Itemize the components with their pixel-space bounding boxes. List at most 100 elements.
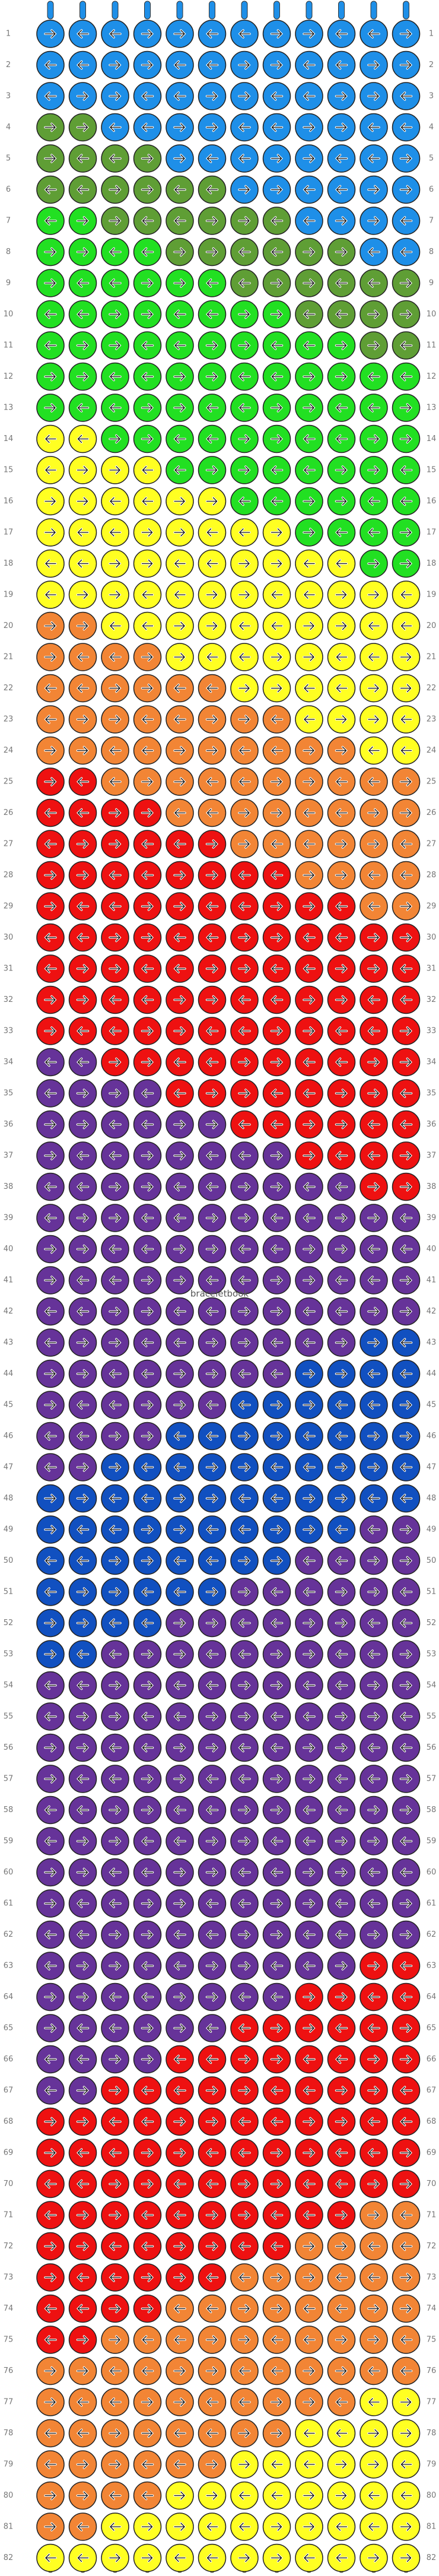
row-number: 80 — [427, 2491, 437, 2500]
row-number: 77 — [4, 2398, 14, 2407]
knot-arrow-core — [336, 1556, 348, 1565]
knot-arrow-core — [110, 1494, 121, 1503]
row-number: 69 — [4, 2149, 14, 2158]
knot-arrow-core — [368, 2149, 380, 2157]
knot-arrow-core — [142, 1089, 154, 1097]
knot-arrow-core — [77, 1338, 88, 1347]
knot-arrow-core — [304, 92, 315, 100]
knot-arrow-core — [303, 1993, 314, 2001]
knot-arrow-core — [77, 1432, 89, 1441]
knot-arrow-core — [271, 1837, 283, 1845]
knot-arrow-core — [400, 1120, 412, 1129]
knot-arrow-core — [142, 621, 154, 630]
knot-arrow-core — [304, 840, 315, 848]
knot-arrow-core — [336, 2149, 348, 2157]
knot-arrow-core — [239, 1525, 250, 1534]
knot-arrow-core — [141, 2273, 153, 2282]
knot-arrow-core — [110, 2491, 121, 2500]
knot-arrow-core — [142, 2242, 154, 2251]
row-number: 78 — [4, 2429, 14, 2438]
row-number: 42 — [427, 1307, 437, 1316]
knot-arrow-core — [206, 2273, 218, 2282]
knot-arrow-core — [174, 466, 186, 474]
knot-arrow-core — [304, 1214, 315, 1222]
knot-arrow-core — [304, 1556, 315, 1565]
row-number: 3 — [429, 92, 434, 101]
knot-arrow-core — [142, 466, 154, 474]
knot-arrow-core — [368, 2523, 380, 2531]
knot-arrow-core — [77, 902, 89, 911]
row-number: 80 — [4, 2491, 14, 2500]
knot-arrow-core — [141, 653, 153, 661]
knot-arrow-core — [44, 404, 56, 412]
knot-arrow-core — [238, 1463, 250, 1471]
row-number: 58 — [427, 1806, 437, 1814]
knot-arrow-core — [174, 1401, 185, 1409]
knot-arrow-core — [174, 2211, 186, 2219]
knot-arrow-core — [368, 1525, 380, 1534]
knot-arrow-core — [368, 1276, 380, 1284]
knot-arrow-core — [271, 2055, 282, 2064]
knot-arrow-core — [110, 528, 121, 537]
knot-arrow-core — [238, 466, 250, 474]
knot-arrow-core — [174, 2180, 186, 2188]
knot-arrow-core — [271, 528, 282, 537]
knot-arrow-core — [77, 1182, 89, 1191]
row-number: 48 — [4, 1494, 14, 1503]
knot-arrow-core — [335, 871, 347, 880]
knot-arrow-core — [400, 1588, 412, 1596]
knot-arrow-core — [142, 2491, 154, 2500]
knot-arrow-core — [368, 1712, 379, 1721]
knot-arrow-core — [77, 1120, 88, 1129]
knot-arrow-core — [304, 965, 315, 973]
knot-arrow-core — [206, 1214, 218, 1222]
knot-arrow-core — [77, 2180, 89, 2188]
knot-arrow-core — [142, 1338, 154, 1347]
knot-arrow-core — [206, 2211, 218, 2219]
row-number: 59 — [4, 1837, 14, 1846]
knot-arrow-core — [206, 1525, 218, 1534]
knot-arrow-core — [238, 559, 250, 568]
knot-arrow-core — [110, 2366, 121, 2375]
row-number: 40 — [4, 1245, 14, 1254]
knot-arrow-core — [174, 1463, 186, 1471]
row-number: 71 — [427, 2211, 437, 2220]
knot-arrow-core — [44, 871, 56, 880]
row-number: 39 — [427, 1214, 437, 1223]
row-number: 74 — [4, 2304, 14, 2313]
knot-arrow-core — [109, 2553, 120, 2562]
knot-arrow-core — [206, 2460, 218, 2469]
row-number: 53 — [4, 1650, 14, 1659]
knot-arrow-core — [77, 1681, 89, 1690]
knot-arrow-core — [141, 1806, 153, 1814]
knot-arrow-core — [368, 1151, 380, 1160]
knot-arrow-core — [400, 248, 412, 256]
knot-arrow-core — [239, 621, 250, 630]
knot-arrow-core — [271, 1899, 282, 1908]
knot-arrow-core — [45, 2211, 56, 2219]
knot-arrow-core — [271, 2242, 283, 2251]
knot-arrow-core — [141, 2055, 153, 2064]
knot-arrow-core — [239, 1899, 250, 1908]
knot-arrow-core — [239, 1743, 250, 1752]
knot-arrow-core — [110, 1743, 121, 1752]
row-number: 4 — [6, 123, 11, 132]
knot-arrow-core — [109, 1089, 120, 1097]
knot-arrow-core — [77, 279, 89, 287]
knot-arrow-core — [174, 1775, 185, 1783]
knot-arrow-core — [335, 2460, 347, 2469]
knot-arrow-core — [239, 1775, 250, 1783]
knot-arrow-core — [336, 902, 348, 911]
knot-arrow-core — [141, 434, 153, 443]
knot-arrow-core — [206, 1962, 218, 1970]
row-number: 8 — [6, 248, 11, 256]
knot-arrow-core — [368, 2366, 380, 2375]
row-number: 30 — [4, 933, 14, 942]
row-number: 11 — [4, 341, 14, 350]
knot-arrow-core — [44, 1151, 56, 1160]
knot-arrow-core — [77, 2429, 89, 2438]
knot-arrow-core — [271, 1743, 283, 1752]
row-number: 53 — [427, 1650, 437, 1659]
row-number: 16 — [427, 497, 437, 506]
knot-arrow-core — [44, 1868, 56, 1877]
